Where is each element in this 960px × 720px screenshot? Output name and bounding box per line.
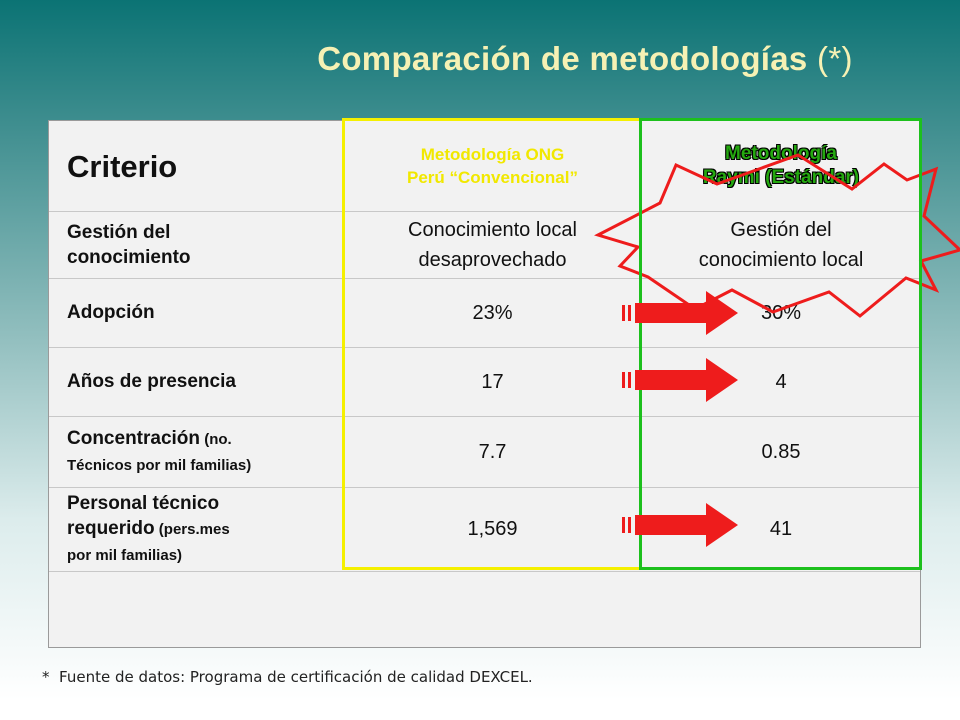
ong-cell: 7.7	[478, 440, 507, 463]
title-main: Comparación de metodologías	[317, 40, 808, 77]
criterio-note: por mil familias)	[67, 546, 183, 564]
raymi-cell: 4	[775, 370, 787, 393]
criterio-main: requerido	[67, 517, 155, 539]
ong-cell: 17	[481, 370, 504, 393]
footnote: * Fuente de datos: Programa de certifica…	[42, 668, 533, 686]
ong-cell: 23%	[472, 301, 513, 324]
ong-line: Conocimiento local	[408, 218, 577, 241]
criterio-cell: Concentración (no. Técnicos por mil famil…	[67, 416, 357, 487]
header-raymi-line2: Raymi (Estándar)	[702, 167, 860, 188]
header-raymi: Metodología Raymi (Estándar)	[641, 121, 921, 211]
raymi-line: conocimiento local	[698, 248, 864, 271]
table-row: Adopción 23% 30%	[49, 278, 920, 348]
right-arrow-icon	[622, 358, 738, 402]
header-criterio: Criterio	[67, 148, 178, 184]
ong-cell: 1,569	[467, 518, 518, 540]
slide-title: Comparación de metodologías (*)	[0, 40, 960, 78]
header-ong: Metodología ONG Perú “Convencional”	[345, 121, 640, 211]
raymi-column-highlight	[639, 118, 922, 570]
raymi-line: Gestión del	[730, 218, 832, 241]
criterio-cell: Personal técnico requerido (pers.mes por m…	[67, 487, 357, 571]
criterio-line: conocimiento	[67, 246, 191, 268]
criterio-line: Personal técnico	[67, 492, 220, 514]
ong-column-highlight	[342, 118, 642, 570]
criterio-note: (pers.mes	[154, 520, 230, 538]
header-raymi-line1: Metodología	[725, 143, 837, 164]
footnote-marker: *	[42, 668, 50, 686]
right-arrow-icon	[622, 503, 738, 547]
raymi-cell: Gestión del conocimiento local	[641, 211, 921, 278]
raymi-cell: 0.85	[761, 440, 801, 463]
criterio-main: Concentración	[67, 427, 201, 449]
table-row: Gestión del conocimiento Conocimiento loc…	[49, 211, 920, 279]
criterio-cell: Gestión del conocimiento	[67, 211, 357, 278]
criterio-cell: Adopción	[67, 302, 155, 323]
footnote-text: Fuente de datos: Programa de certificaci…	[59, 668, 533, 686]
table-row: Años de presencia 17 4	[49, 347, 920, 417]
criterio-cell: Años de presencia	[67, 371, 236, 392]
header-ong-line2: Perú “Convencional”	[407, 168, 578, 187]
criterio-note: (no.	[200, 430, 232, 448]
raymi-cell: 41	[769, 518, 793, 540]
header-row: Criterio Metodología ONG Perú “Convencio…	[49, 121, 920, 212]
criterio-line: Gestión del	[67, 221, 171, 243]
table-row: Personal técnico requerido (pers.mes por m…	[49, 487, 920, 572]
comparison-table: Criterio Metodología ONG Perú “Convencio…	[48, 120, 921, 648]
criterio-note: Técnicos por mil familias)	[67, 456, 252, 474]
ong-cell: Conocimiento local desaprovechado	[345, 211, 640, 278]
title-suffix: (*)	[807, 40, 853, 77]
header-ong-line1: Metodología ONG	[420, 145, 565, 164]
table-row: Concentración (no. Técnicos por mil famil…	[49, 416, 920, 488]
ong-line: desaprovechado	[418, 248, 567, 271]
right-arrow-icon	[622, 291, 738, 335]
